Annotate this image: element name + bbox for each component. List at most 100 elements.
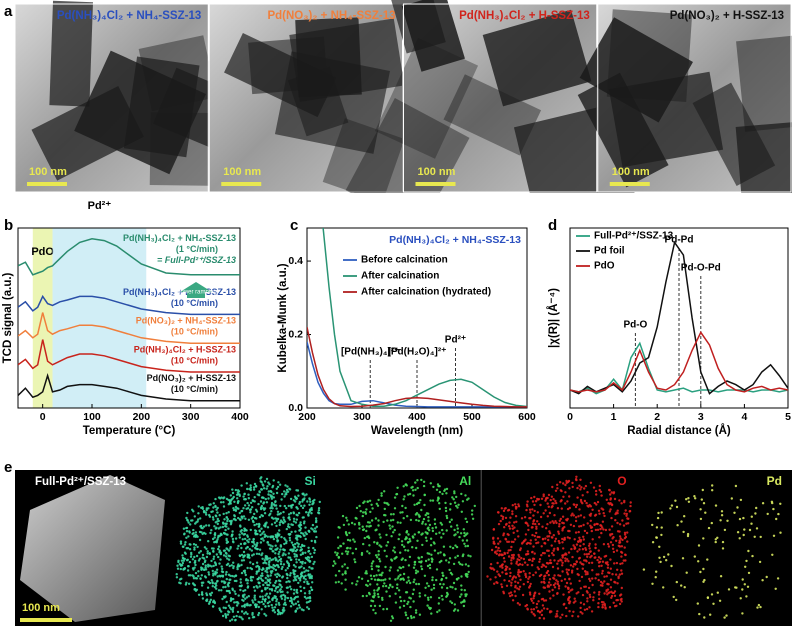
eds-dot (281, 492, 284, 496)
eds-dot (185, 530, 189, 533)
eds-dot (597, 593, 601, 596)
y-tick-label: 0.2 (288, 328, 303, 340)
eds-dot (280, 594, 283, 597)
eds-dot (194, 543, 198, 547)
eds-dot (584, 573, 588, 576)
eds-dot (232, 615, 236, 618)
eds-dot (453, 492, 456, 495)
eds-dot (586, 555, 589, 558)
eds-dot (214, 573, 217, 576)
eds-dot (404, 538, 407, 541)
eds-dot (232, 508, 236, 512)
eds-dot (193, 555, 196, 559)
eds-dot (508, 579, 511, 583)
eds-dot (438, 596, 441, 600)
eds-dot (232, 597, 235, 601)
eds-dot (221, 525, 225, 529)
eds-dot (552, 498, 555, 501)
eds-dot (304, 561, 307, 565)
eds-dot (686, 532, 690, 536)
eds-dot (197, 570, 200, 573)
eds-dot (225, 537, 228, 541)
eds-dot (546, 562, 550, 565)
eds-dot (299, 585, 302, 588)
eds-dot (270, 505, 273, 508)
eds-dot (405, 581, 409, 584)
eds-dot (290, 530, 293, 534)
eds-dot (586, 491, 589, 494)
eds-dot (700, 498, 703, 501)
eds-dot (609, 558, 612, 561)
eds-dot (284, 603, 287, 606)
eds-dot (306, 500, 309, 503)
eds-dot (604, 528, 608, 532)
eds-dot (181, 561, 184, 565)
eds-dot (625, 514, 628, 517)
eds-dot (602, 601, 605, 604)
eds-dot (560, 489, 563, 493)
eds-dot (359, 510, 362, 513)
eds-dot (299, 589, 303, 593)
eds-dot (299, 527, 303, 530)
eds-dot (314, 517, 318, 520)
eds-dot (544, 565, 548, 568)
eds-dot (262, 567, 265, 571)
eds-dot (454, 556, 457, 559)
eds-dot (574, 516, 578, 519)
series-alias: = Full-Pd²⁺/SSZ-13 (157, 255, 236, 265)
eds-dot (568, 610, 571, 613)
eds-dot (246, 585, 250, 588)
eds-dot (222, 512, 225, 516)
eds-dot (301, 543, 304, 547)
eds-dot (307, 550, 310, 553)
eds-dot (605, 575, 608, 578)
eds-dot (526, 550, 529, 553)
crystal (579, 17, 693, 123)
eds-dot (279, 504, 282, 508)
eds-dot (448, 520, 452, 524)
eds-dot (534, 591, 537, 594)
eds-dot (381, 596, 384, 600)
eds-dot (555, 501, 558, 505)
eds-dot (521, 563, 524, 566)
eds-dot (447, 561, 451, 564)
eds-dot (185, 516, 188, 520)
eds-dot (568, 601, 571, 605)
eds-dot (546, 549, 549, 552)
eds-dot (390, 535, 393, 538)
x-axis-label: Radial distance (Å) (627, 424, 731, 437)
eds-dot (209, 598, 213, 601)
eds-dot (293, 575, 296, 579)
eds-dot (583, 499, 587, 503)
eds-dot (698, 612, 701, 616)
eds-dot (399, 511, 402, 514)
eds-dot (380, 494, 383, 497)
eds-dot (234, 592, 237, 596)
eds-dot (378, 560, 382, 563)
eds-dot (308, 590, 311, 593)
eds-dot (251, 611, 254, 615)
eds-dot (660, 511, 663, 514)
eds-dot (736, 531, 740, 534)
eds-dot (413, 563, 416, 566)
eds-dot (538, 616, 541, 620)
eds-dot (361, 528, 365, 532)
eds-dot (774, 587, 777, 590)
eds-dot (202, 557, 206, 560)
x-tick-label: 300 (353, 411, 371, 423)
eds-dot (453, 501, 457, 504)
eds-dot (726, 519, 729, 522)
eds-dot (201, 597, 205, 600)
x-tick-label: 0 (40, 411, 46, 423)
eds-dot (566, 536, 569, 539)
eds-dot (375, 574, 378, 577)
eds-dot (301, 500, 304, 503)
x-axis-label: Temperature (°C) (83, 425, 176, 437)
eds-dot (535, 602, 539, 606)
eds-dot (533, 495, 536, 499)
eds-dot (197, 505, 200, 508)
eds-dot (182, 557, 185, 560)
eds-dot (508, 521, 511, 524)
eds-dot (247, 497, 250, 500)
eds-dot (416, 570, 420, 573)
